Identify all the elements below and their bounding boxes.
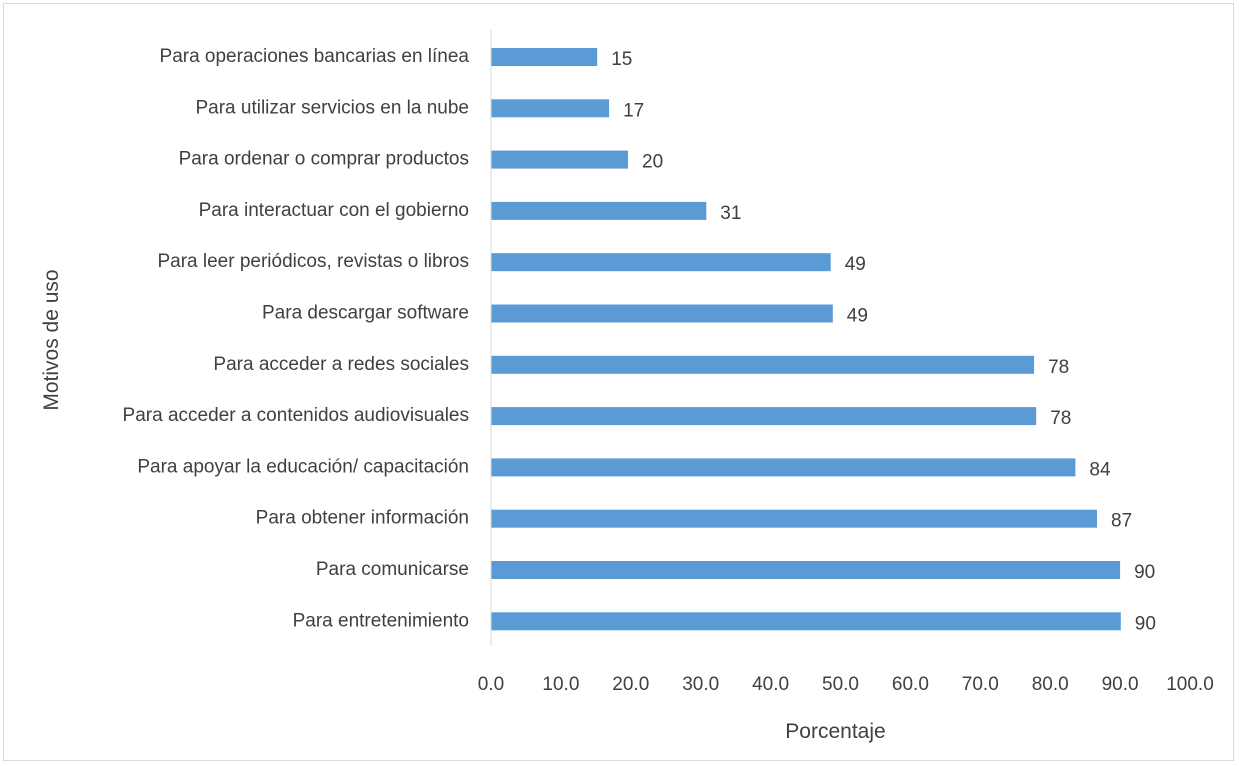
category-label: Para entretenimiento [293, 610, 469, 631]
x-tick-label: 30.0 [682, 674, 719, 695]
bars-layer [491, 48, 1121, 631]
category-label: Para acceder a redes sociales [213, 354, 469, 375]
bar-10 [491, 509, 1097, 528]
data-label: 84 [1089, 459, 1111, 480]
x-tick-label: 100.0 [1166, 674, 1214, 695]
bar-6 [491, 304, 833, 323]
chart-frame [3, 3, 1234, 761]
x-tick-label: 60.0 [892, 674, 929, 695]
bar-9 [491, 458, 1076, 477]
x-tick-label: 0.0 [478, 674, 504, 695]
data-label: 90 [1135, 613, 1156, 634]
data-labels: 15 17 20 31 49 49 78 78 84 87 90 90 [611, 49, 1156, 634]
category-label: Para leer periódicos, revistas o libros [157, 251, 469, 272]
data-label: 49 [847, 306, 868, 327]
data-label: 49 [845, 254, 866, 275]
data-label: 78 [1048, 357, 1069, 378]
y-axis-title: Motivos de uso [40, 269, 63, 410]
data-label: 17 [623, 100, 644, 121]
x-tick-label: 40.0 [752, 674, 789, 695]
data-label: 20 [642, 152, 663, 173]
bar-2 [491, 99, 610, 118]
category-label: Para acceder a contenidos audiovisuales [123, 405, 469, 426]
bar-8 [491, 407, 1037, 426]
data-label: 15 [611, 49, 632, 70]
bar-12 [491, 612, 1121, 631]
x-tick-label: 90.0 [1102, 674, 1139, 695]
bar-5 [491, 253, 831, 272]
category-label: Para comunicarse [316, 559, 469, 580]
data-label: 90 [1134, 562, 1155, 583]
category-label: Para descargar software [262, 303, 469, 324]
category-label: Para operaciones bancarias en línea [160, 46, 470, 67]
data-label: 87 [1111, 511, 1132, 532]
bar-4 [491, 201, 707, 220]
category-label: Para apoyar la educación/ capacitación [137, 456, 469, 477]
x-tick-label: 70.0 [962, 674, 999, 695]
x-tick-label: 50.0 [822, 674, 859, 695]
bar-11 [491, 561, 1121, 579]
data-label: 78 [1050, 408, 1071, 429]
bar-1 [491, 48, 598, 66]
x-tick-label: 20.0 [612, 674, 649, 695]
data-label: 31 [720, 203, 741, 224]
bar-3 [491, 150, 628, 169]
x-axis-title: Porcentaje [785, 720, 885, 743]
category-labels: Para operaciones bancarias en línea Para … [123, 46, 470, 631]
category-label: Para utilizar servicios en la nube [195, 97, 469, 118]
category-label: Para obtener información [256, 508, 469, 529]
category-label: Para ordenar o comprar productos [179, 149, 469, 170]
category-label: Para interactuar con el gobierno [199, 200, 469, 221]
x-axis-tick-labels: 0.0 10.0 20.0 30.0 40.0 50.0 60.0 70.0 80.0 90.0 1… [478, 674, 1214, 695]
bar-7 [491, 355, 1035, 374]
x-tick-label: 80.0 [1032, 674, 1069, 695]
x-tick-label: 10.0 [542, 674, 579, 695]
